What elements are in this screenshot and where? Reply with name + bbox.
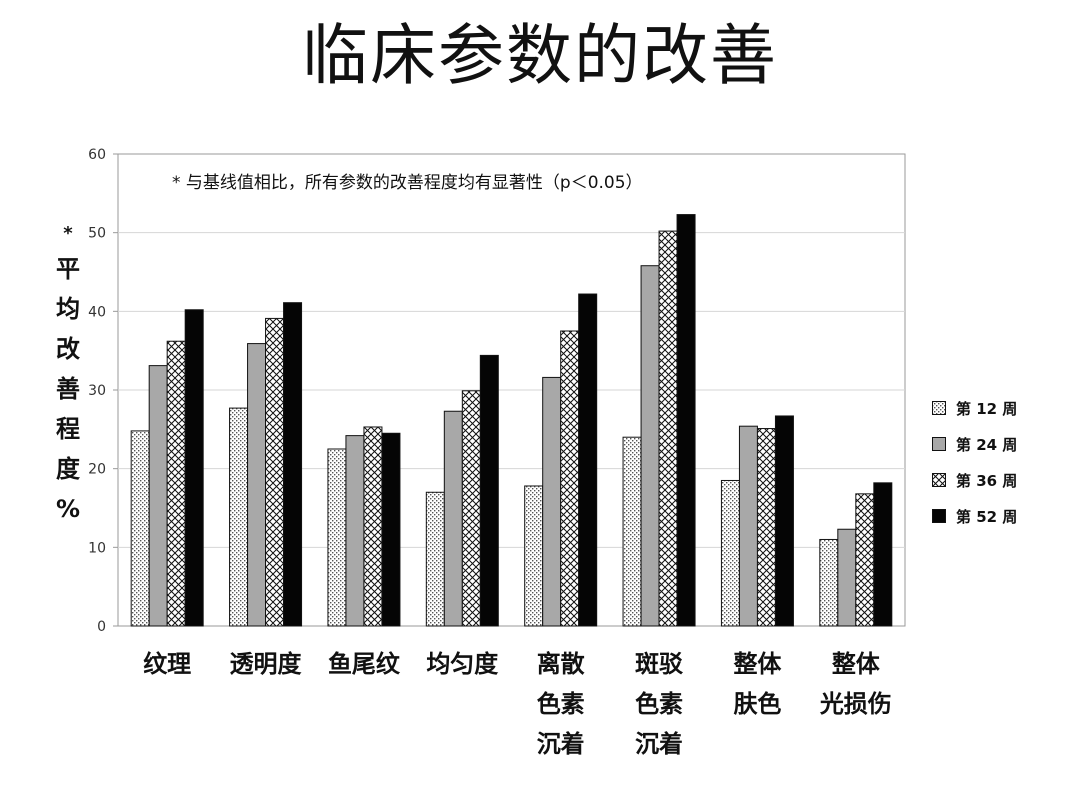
legend-item: 第 24 周 (932, 426, 1017, 462)
y-axis-label-char: 均 (56, 295, 80, 323)
x-category-label-line: 沉着 (536, 730, 585, 758)
bar-3-3 (363, 426, 383, 627)
x-category-label: 斑驳 色素 沉着 (611, 644, 707, 764)
bar-1-4 (425, 491, 445, 627)
x-category-label-line: 色素 (536, 690, 585, 718)
x-category-label-line: 纹理 (143, 650, 192, 678)
y-tick-label: 50 (88, 226, 106, 242)
x-category-label-line: 鱼尾纹 (327, 650, 400, 678)
bar-2-3 (345, 435, 365, 627)
x-category-label-line: 均匀度 (426, 650, 499, 678)
x-category-label: 离散 色素 沉着 (513, 644, 609, 764)
legend-swatch (932, 437, 946, 451)
legend-item: 第 52 周 (932, 498, 1017, 534)
x-category-label-line: 离散 (536, 650, 585, 678)
y-axis-label-char: 程 (56, 415, 80, 443)
bar-4-8 (873, 482, 893, 627)
x-category-label: 鱼尾纹 (316, 644, 412, 684)
y-axis-label-char: 善 (56, 375, 80, 403)
bar-4-4 (479, 354, 499, 627)
y-axis-label-char: 平 (56, 255, 80, 283)
page-title: 临床参数的改善 (302, 17, 778, 94)
legend-swatch (932, 473, 946, 487)
x-category-label-line: 斑驳 (635, 650, 684, 678)
bar-3-8 (855, 493, 875, 627)
bar-2-2 (247, 343, 267, 627)
legend-label: 第 52 周 (956, 507, 1018, 526)
x-category-label: 均匀度 (414, 644, 510, 684)
legend-swatch (932, 509, 946, 523)
bar-4-6 (676, 214, 696, 627)
legend-item: 第 12 周 (932, 390, 1017, 426)
y-axis-label-char: 改 (56, 335, 80, 363)
legend-label: 第 36 周 (956, 471, 1018, 490)
bar-3-5 (560, 330, 580, 627)
y-tick-label: 30 (88, 383, 106, 399)
bar-1-1 (130, 430, 150, 627)
bar-4-7 (774, 415, 794, 627)
x-category-label-line: 沉着 (635, 730, 684, 758)
y-axis-label-star: * (63, 223, 73, 244)
x-category-label-line: 整体 (733, 650, 782, 678)
bar-3-6 (658, 230, 678, 627)
legend-label: 第 12 周 (956, 399, 1018, 418)
y-axis-label: * 平 均 改 善 程 度 % (50, 225, 86, 537)
legend-label: 第 24 周 (956, 435, 1018, 454)
bar-4-5 (578, 293, 598, 627)
bar-2-1 (148, 365, 168, 627)
x-category-label-line: 色素 (635, 690, 684, 718)
bar-3-7 (756, 428, 776, 627)
bar-2-4 (443, 410, 463, 627)
legend-item: 第 36 周 (932, 462, 1017, 498)
bar-2-5 (542, 376, 562, 627)
bar-3-4 (461, 390, 481, 627)
y-axis-label-char: % (55, 495, 81, 523)
x-category-label-line: 透明度 (229, 650, 302, 678)
x-category-label-line: 整体 (831, 650, 880, 678)
x-category-label-line: 光损伤 (819, 690, 892, 718)
bar-3-2 (265, 317, 285, 627)
x-category-label: 透明度 (218, 644, 314, 684)
bar-4-3 (381, 432, 401, 627)
legend-swatch (932, 401, 946, 415)
y-tick-label: 20 (88, 462, 106, 478)
y-tick-label: 60 (88, 147, 106, 163)
bar-1-2 (229, 407, 249, 627)
bar-4-1 (184, 309, 204, 627)
y-tick-label: 0 (97, 619, 106, 635)
y-tick-label: 10 (88, 540, 106, 556)
x-category-label: 纹理 (119, 644, 215, 684)
chart-legend: 第 12 周第 24 周第 36 周第 52 周 (932, 390, 1017, 534)
x-category-label: 整体 肤色 (709, 644, 805, 724)
bar-3-1 (166, 340, 186, 627)
bar-1-7 (720, 479, 740, 627)
x-category-label-line: 肤色 (733, 690, 782, 718)
bar-2-7 (738, 425, 758, 627)
bar-2-8 (837, 528, 857, 627)
bar-4-2 (283, 302, 303, 627)
y-tick-label: 40 (88, 304, 106, 320)
bar-1-3 (327, 448, 347, 627)
bar-2-6 (640, 265, 660, 627)
bar-1-6 (622, 436, 642, 627)
y-axis-label-char: 度 (56, 455, 80, 483)
significance-note: * 与基线值相比，所有参数的改善程度均有显著性（p＜0.05） (172, 173, 643, 193)
x-category-label: 整体 光损伤 (808, 644, 904, 724)
bar-1-5 (524, 485, 544, 627)
bar-1-8 (819, 538, 839, 627)
